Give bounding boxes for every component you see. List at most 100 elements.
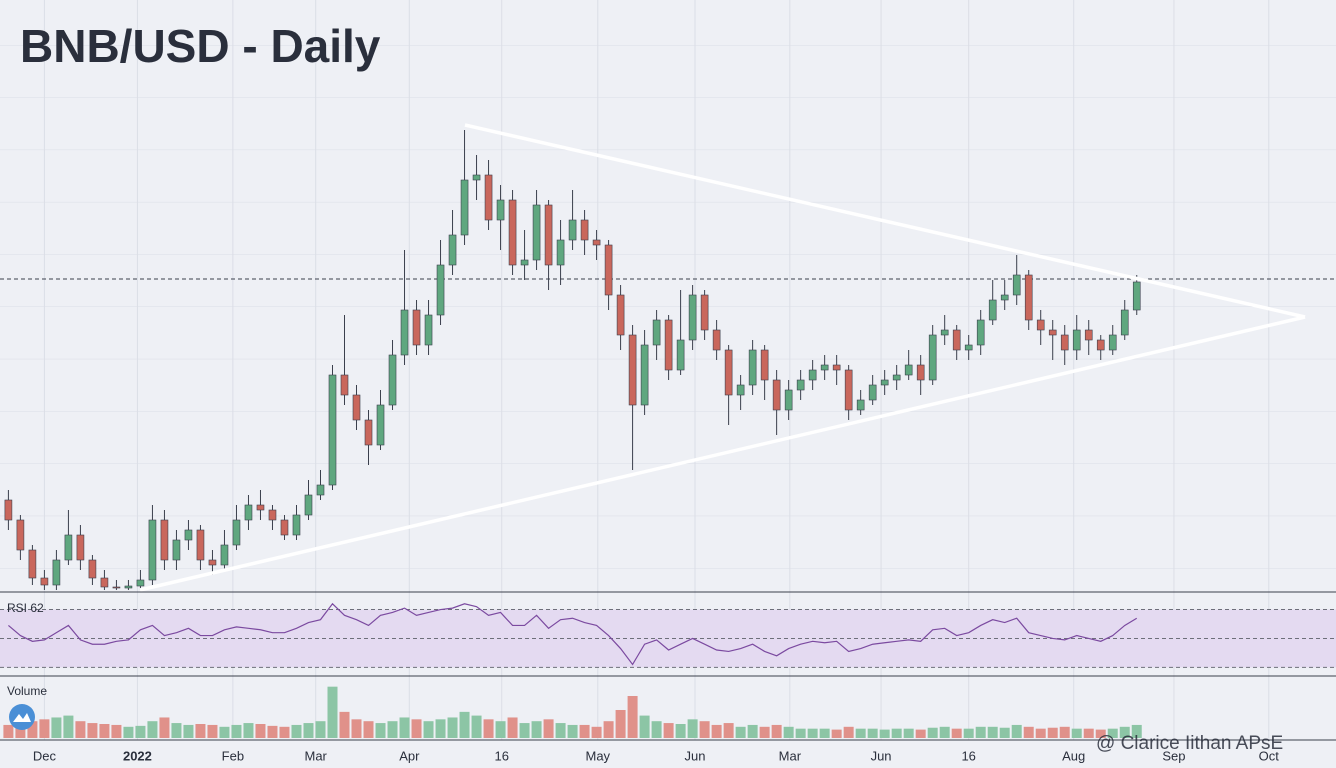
volume-bar xyxy=(699,721,710,738)
candle-body xyxy=(1096,339,1105,351)
candle-body xyxy=(916,364,925,381)
volume-bar xyxy=(555,723,566,738)
volume-bar xyxy=(435,719,446,738)
candle-body xyxy=(400,309,409,356)
candle-body xyxy=(544,204,553,266)
candle-body xyxy=(40,577,49,586)
candle-body xyxy=(136,579,145,587)
x-tick-label: Aug xyxy=(1062,748,1085,763)
candle-body xyxy=(880,379,889,386)
volume-bar xyxy=(951,728,962,738)
candle-body xyxy=(652,319,661,346)
volume-bar xyxy=(663,723,674,738)
volume-bar xyxy=(807,728,818,738)
candle-body xyxy=(256,504,265,511)
volume-bar xyxy=(447,717,458,738)
volume-bar xyxy=(75,721,86,738)
volume-bar xyxy=(1107,728,1118,738)
candle-body xyxy=(952,329,961,351)
candle-body xyxy=(496,199,505,221)
candle-body xyxy=(784,389,793,411)
candle-body xyxy=(388,354,397,406)
volume-bar xyxy=(51,717,62,738)
candle-body xyxy=(412,309,421,346)
volume-bar xyxy=(831,729,842,738)
x-tick-label: Apr xyxy=(399,748,420,763)
candle-body xyxy=(172,539,181,561)
volume-bar xyxy=(963,728,974,738)
volume-bar xyxy=(267,725,278,738)
volume-bar xyxy=(423,721,434,738)
volume-bar xyxy=(507,717,518,738)
x-tick-label: Mar xyxy=(304,748,327,763)
candle-body xyxy=(88,559,97,579)
volume-bar xyxy=(123,726,134,738)
volume-bar xyxy=(903,728,914,738)
candle-body xyxy=(1036,319,1045,331)
candle-body xyxy=(820,364,829,371)
candle-body xyxy=(1072,329,1081,351)
trendline-upper xyxy=(464,123,1306,319)
volume-bar xyxy=(1059,726,1070,738)
candle-body xyxy=(748,349,757,386)
candle-body xyxy=(16,519,25,551)
candle-body xyxy=(976,319,985,346)
volume-bar xyxy=(459,711,470,738)
volume-bar xyxy=(291,724,302,738)
volume-bar xyxy=(159,717,170,738)
volume-bar xyxy=(927,727,938,738)
volume-bar xyxy=(1035,728,1046,738)
rsi-title: RSI 62 xyxy=(7,601,44,615)
logo xyxy=(9,704,35,730)
volume-bar xyxy=(63,715,74,738)
volume-bar xyxy=(675,724,686,738)
volume-bar xyxy=(327,686,338,738)
volume-bar xyxy=(471,715,482,738)
volume-bar xyxy=(939,726,950,738)
candle-body xyxy=(316,484,325,496)
candle-body xyxy=(352,394,361,421)
candle-body xyxy=(592,239,601,246)
volume-bar xyxy=(315,721,326,738)
volume-bar xyxy=(171,723,182,738)
candle-body xyxy=(832,364,841,371)
volume-bar xyxy=(795,728,806,738)
candle-body xyxy=(232,519,241,546)
candle-body xyxy=(892,374,901,381)
volume-bar xyxy=(279,726,290,738)
candle-body xyxy=(628,334,637,406)
volume-bar xyxy=(1131,724,1142,738)
volume-bar xyxy=(483,719,494,738)
volume-bar xyxy=(999,727,1010,738)
volume-bar xyxy=(87,723,98,738)
volume-bar xyxy=(843,726,854,738)
candle-body xyxy=(796,379,805,391)
candle-body xyxy=(304,494,313,516)
volume-bar xyxy=(183,724,194,738)
volume-bar xyxy=(231,724,242,738)
volume-bar xyxy=(39,719,50,738)
volume-bar xyxy=(879,729,890,738)
volume-bar xyxy=(1047,727,1058,738)
rsi-line xyxy=(8,602,1138,666)
x-tick-label: Jun xyxy=(871,748,892,763)
candle-body xyxy=(472,174,481,181)
volume-bar xyxy=(339,711,350,738)
background-grid xyxy=(0,0,1336,590)
volume-bar xyxy=(219,726,230,738)
candle-body xyxy=(856,399,865,411)
candle-body xyxy=(208,559,217,566)
volume-bar xyxy=(99,724,110,738)
volume-bar xyxy=(735,726,746,738)
candle-body xyxy=(700,294,709,331)
candle-body xyxy=(292,514,301,536)
volume-bar xyxy=(579,724,590,738)
volume-bar xyxy=(1071,728,1082,738)
trendline-lower xyxy=(139,315,1306,592)
candle-body xyxy=(484,174,493,221)
volume-bar xyxy=(207,724,218,738)
candle-body xyxy=(64,534,73,561)
candle-body xyxy=(556,239,565,266)
candle-body xyxy=(52,559,61,586)
